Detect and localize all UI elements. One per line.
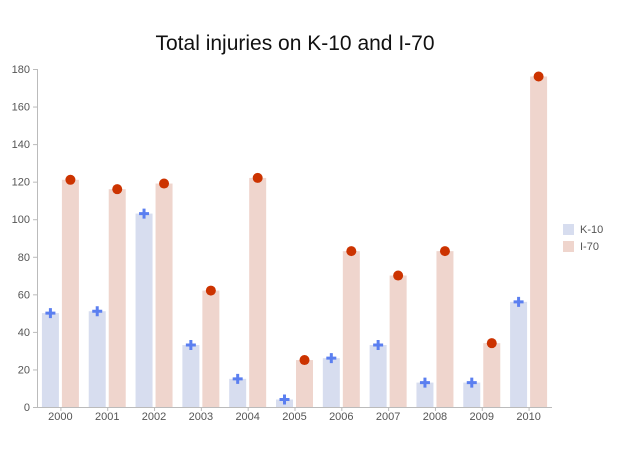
marker-circle-2008 [439, 246, 450, 257]
marker-plus-2009 [466, 377, 477, 388]
bar-k10-2000 [41, 313, 59, 407]
bar-i70-2009 [483, 343, 501, 407]
x-tick-label: 2009 [470, 411, 494, 423]
x-tick-label: 2003 [189, 411, 213, 423]
legend-swatch [563, 241, 574, 252]
y-tick-label: 60 [18, 289, 30, 301]
y-tick-label: 80 [18, 252, 30, 264]
marker-circle-2010 [533, 71, 544, 82]
marker-plus-2003 [185, 340, 196, 351]
bar-k10-2006 [322, 358, 340, 407]
marker-circle-2002 [159, 178, 170, 189]
marker-plus-2000 [45, 308, 56, 319]
bar-k10-2002 [135, 213, 153, 407]
y-tick-label: 20 [18, 364, 30, 376]
x-tick-label: 2002 [142, 411, 166, 423]
legend-swatch [563, 224, 574, 235]
marker-plus-2008 [419, 377, 430, 388]
marker-plus-2005 [279, 394, 290, 405]
y-tick-label: 140 [12, 139, 30, 151]
x-tick-label: 2005 [282, 411, 306, 423]
x-tick-label: 2007 [376, 411, 400, 423]
chart-title: Total injuries on K-10 and I-70 [156, 32, 435, 55]
y-tick-label: 120 [12, 177, 30, 189]
x-axis-ticks: 2000 2001 2002 2003 2004 2005 2006 2007 2008 2009… [48, 407, 541, 423]
bar-i70-2005 [296, 360, 313, 407]
y-tick-label: 160 [12, 102, 30, 114]
bar-k10-2007 [369, 345, 387, 407]
legend: K-10 I-70 [563, 224, 603, 253]
bar-i70-2006 [342, 251, 360, 407]
bar-i70-2003 [202, 290, 220, 407]
y-axis-ticks: 0 20 40 60 80 100 120 140 160 180 [12, 64, 37, 414]
bar-k10-2003 [182, 345, 200, 407]
bar-i70-2002 [155, 183, 173, 407]
marker-circle-2001 [112, 184, 123, 195]
bar-i70-2010 [530, 76, 548, 407]
x-tick-label: 2004 [235, 411, 259, 423]
x-tick-label: 2001 [95, 411, 119, 423]
bar-k10-2010 [510, 301, 528, 407]
marker-plus-2007 [373, 340, 384, 351]
bar-i70-2007 [389, 275, 407, 407]
bar-i70-2001 [108, 189, 126, 407]
x-tick-label: 2008 [423, 411, 447, 423]
y-tick-label: 100 [12, 214, 30, 226]
legend-label: I-70 [580, 241, 599, 253]
marker-circle-2009 [486, 338, 497, 349]
legend-label: K-10 [580, 224, 603, 236]
marker-plus-2006 [326, 353, 337, 364]
bar-k10-2008 [416, 382, 434, 407]
bars-group [41, 76, 548, 407]
bar-i70-2004 [249, 177, 267, 407]
bar-k10-2001 [88, 311, 106, 407]
marker-plus-2001 [92, 306, 103, 317]
markers-group [45, 71, 544, 405]
marker-circle-2006 [346, 246, 357, 257]
bar-k10-2009 [463, 382, 481, 407]
x-tick-label: 2006 [329, 411, 353, 423]
bar-i70-2008 [436, 251, 454, 407]
marker-plus-2002 [139, 208, 150, 219]
marker-circle-2000 [65, 174, 76, 185]
y-tick-label: 0 [24, 402, 30, 414]
x-tick-label: 2010 [516, 411, 540, 423]
bar-i70-2000 [61, 179, 79, 407]
marker-plus-2010 [513, 296, 524, 307]
marker-circle-2005 [299, 355, 310, 366]
y-tick-label: 40 [18, 327, 30, 339]
marker-circle-2004 [252, 172, 263, 183]
marker-circle-2007 [393, 270, 404, 281]
marker-plus-2004 [232, 373, 243, 384]
x-tick-label: 2000 [48, 411, 72, 423]
marker-circle-2003 [205, 285, 216, 296]
bar-k10-2004 [229, 378, 247, 407]
y-tick-label: 180 [12, 64, 30, 76]
